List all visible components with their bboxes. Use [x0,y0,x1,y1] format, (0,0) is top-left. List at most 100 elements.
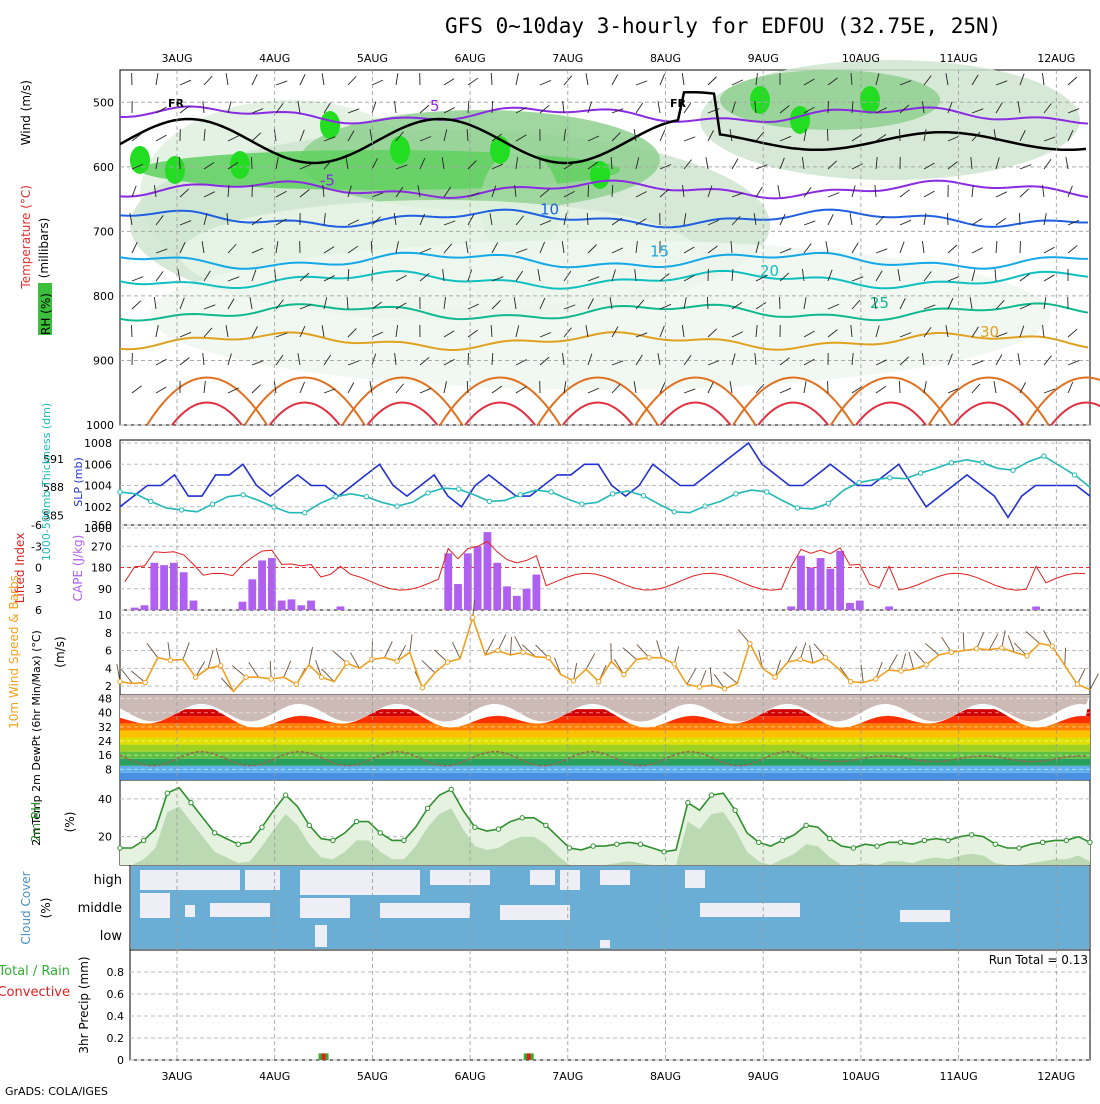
thickness-line-point [826,501,830,505]
cape-bar [307,601,315,610]
rh2m-axis-label: 2m RH [29,802,43,843]
cape-bar [807,568,815,611]
wind10m-panel [120,610,1090,695]
li-tick: 3 [35,583,42,596]
thickness-line-point [364,494,368,498]
thickness-line-point [333,494,337,498]
rh2m-line-point [591,844,595,848]
li-tick: 0 [35,562,42,575]
cape-bar [297,605,305,610]
rh2m-line-point [733,808,737,812]
wind10m-line-point [193,675,197,679]
rh-high-shading [390,136,410,164]
cloud-gap [500,905,570,920]
cape-bar [190,601,198,610]
slp-tick: 1002 [84,501,112,514]
rh2m-line-point [922,838,926,842]
li-tick: -6 [31,519,42,532]
pressure-tick: 800 [93,290,114,303]
thickness-line-point [272,505,276,509]
rh2m-line-point [1088,840,1092,844]
temp-tick: 48 [98,693,112,706]
temp-band [120,745,1090,752]
rh2m-line-point [1017,846,1021,850]
rh-high-shading [165,156,185,184]
pressure-tick: 500 [93,96,114,109]
cape-bar [493,563,501,610]
cloud-gap [685,870,705,888]
precip-tick: 0.2 [107,1032,125,1045]
wind10m-line-point [1000,646,1004,650]
rh2m-line-point [780,838,784,842]
wind10m-line-point [1025,654,1029,658]
rh2m-line-point [946,838,950,842]
cape-bar [856,601,864,610]
rh2m-line-point [189,800,193,804]
day-label-top: 6AUG [455,52,486,65]
cloud-gap [210,903,270,917]
wind10m-line-point [244,675,248,679]
wind10m-line-point [697,685,701,689]
precip-axis-label: 3hr Precip (mm) [77,956,91,1053]
slp-axis-label: SLP (mb) [72,457,85,507]
wind-barb [707,297,708,309]
cloud-gap [430,870,490,885]
thickness-line-point [580,502,584,506]
thickness-line-point [179,508,183,512]
cloud-row-label: high [94,873,122,888]
thickness-line-point [303,511,307,515]
day-label-top: 10AUG [842,52,880,65]
day-label-bottom: 3AUG [161,1070,192,1083]
precip-tick: 0 [117,1054,124,1067]
rh2m-line-point [402,838,406,842]
precip-legend-conv: Convective [0,985,70,1000]
rh2m-line-point [757,840,761,844]
wind-axis-label: Wind (m/s) [19,80,33,145]
credit-label: GrADS: COLA/IGES [5,1085,108,1098]
cloud-gap [530,870,555,885]
pressure-tick: 1000 [86,419,114,432]
li-tick: -3 [31,540,42,553]
rh2m-line-point [165,791,169,795]
rh2m-line-point [804,823,808,827]
day-label-top: 11AUG [940,52,978,65]
wind10m-unit-label: (m/s) [53,636,67,667]
thickness-line-point [672,510,676,514]
cape-tick: 180 [91,562,112,575]
rh2m-line-point [851,846,855,850]
day-label-top: 8AUG [650,52,681,65]
thickness-line-point [1072,473,1076,477]
wind10m-line-point [1050,644,1054,648]
wind-tick: 4 [105,662,112,675]
cape-tick: 270 [91,540,112,553]
rh2m-line-point [449,787,453,791]
thickness-axis-label: 1000-500mb Thickness (dm) [40,403,53,561]
chart-title: GFS 0~10day 3-hourly for EDFOU (32.75E, … [445,14,1001,38]
temp-contour-label: 25 [870,294,889,312]
rh2m-line-point [141,838,145,842]
day-label-bottom: 7AUG [552,1070,583,1083]
precip-tick: 0.8 [107,966,125,979]
day-label-bottom: 11AUG [940,1070,978,1083]
cape-bar [836,551,844,610]
wind-barb-10m [1090,674,1098,690]
wind10m-line-point [521,650,525,654]
temp-contour-label: 20 [760,262,779,280]
wind10m-line-point [722,687,726,691]
cloud-gap [900,910,950,922]
cloud-row-label: low [100,929,123,944]
wind10m-line-point [1075,682,1079,686]
wind10m-line-point [571,679,575,683]
freezing-label: FR [670,97,687,110]
cloud-unit-label: (%) [39,898,53,919]
temp-tick: 16 [98,749,112,762]
temp-contour-label: 30 [980,323,999,341]
day-label-bottom: 5AUG [357,1070,388,1083]
rh2m-line-point [875,844,879,848]
cape-bar [1032,606,1040,610]
rh2m-line-point [828,836,832,840]
wind-tick: 6 [105,645,112,658]
day-label-top: 4AUG [259,52,290,65]
wind-tick: 2 [105,680,112,693]
wind10m-line-point [118,679,122,683]
